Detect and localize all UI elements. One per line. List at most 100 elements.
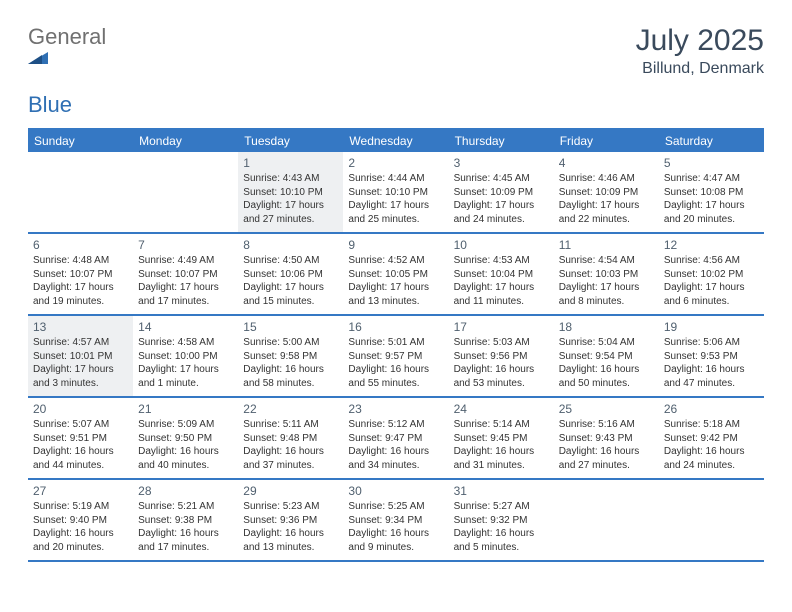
calendar-day-cell: 2Sunrise: 4:44 AMSunset: 10:10 PMDayligh… — [343, 152, 448, 232]
day-number: 25 — [559, 402, 654, 416]
calendar-day-cell: 25 Sunrise: 5:16 AMSunset: 9:43 PMDayligh… — [554, 398, 659, 478]
day-details: Sunrise: 4:53 AMSunset: 10:04 PMDaylight… — [454, 254, 549, 308]
calendar-week-row: 20Sunrise: 5:07 AMSunset: 9:51 PMDayligh… — [28, 398, 764, 480]
calendar-day-cell: 5 Sunrise: 4:47 AMSunset: 10:08 PMDayligh… — [659, 152, 764, 232]
day-number: 22 — [243, 402, 338, 416]
weekday-header: Saturday — [659, 130, 764, 152]
day-details: Sunrise: 4:50 AMSunset: 10:06 PMDaylight… — [243, 254, 338, 308]
calendar-day-cell: 11Sunrise: 4:54 AMSunset: 10:03 PMDaylig… — [554, 234, 659, 314]
header: General Blue July 2025 Billund, Denmark — [28, 24, 764, 118]
day-details: Sunrise: 4:57 AMSunset: 10:01 PMDaylight… — [33, 336, 128, 390]
weekday-header: Friday — [554, 130, 659, 152]
day-details: Sunrise: 4:44 AMSunset: 10:10 PMDaylight… — [348, 172, 443, 226]
calendar-week-row: 1 Sunrise: 4:43 AMSunset: 10:10 PMDayligh… — [28, 152, 764, 234]
calendar-day-cell: 3 Sunrise: 4:45 AMSunset: 10:09 PMDayligh… — [449, 152, 554, 232]
calendar-day-cell: 29 Sunrise: 5:23 AMSunset: 9:36 PMDayligh… — [238, 480, 343, 560]
day-details: Sunrise: 4:43 AMSunset: 10:10 PMDaylight… — [243, 172, 338, 226]
location-label: Billund, Denmark — [636, 60, 764, 78]
calendar-day-cell — [133, 152, 238, 232]
calendar-day-cell: 9 Sunrise: 4:52 AMSunset: 10:05 PMDayligh… — [343, 234, 448, 314]
day-details: Sunrise: 5:16 AMSunset: 9:43 PMDaylight:… — [559, 418, 654, 472]
brand-word1: General — [28, 24, 106, 49]
calendar-grid: SundayMondayTuesdayWednesdayThursdayFrid… — [28, 128, 764, 562]
day-number: 16 — [348, 320, 443, 334]
day-number: 31 — [454, 484, 549, 498]
day-details: Sunrise: 5:18 AMSunset: 9:42 PMDaylight:… — [664, 418, 759, 472]
brand-wordmark: General Blue — [28, 24, 106, 118]
calendar-day-cell: 27 Sunrise: 5:19 AMSunset: 9:40 PMDayligh… — [28, 480, 133, 560]
calendar-day-cell: 15 Sunrise: 5:00 AMSunset: 9:58 PMDayligh… — [238, 316, 343, 396]
calendar-day-cell: 26 Sunrise: 5:18 AMSunset: 9:42 PMDayligh… — [659, 398, 764, 478]
day-details: Sunrise: 4:48 AMSunset: 10:07 PMDaylight… — [33, 254, 128, 308]
calendar-day-cell — [659, 480, 764, 560]
weekday-header: Sunday — [28, 130, 133, 152]
day-details: Sunrise: 5:09 AMSunset: 9:50 PMDaylight:… — [138, 418, 233, 472]
calendar-day-cell: 1 Sunrise: 4:43 AMSunset: 10:10 PMDayligh… — [238, 152, 343, 232]
day-number: 14 — [138, 320, 233, 334]
day-details: Sunrise: 4:54 AMSunset: 10:03 PMDaylight… — [559, 254, 654, 308]
calendar-week-row: 27 Sunrise: 5:19 AMSunset: 9:40 PMDayligh… — [28, 480, 764, 562]
day-number: 19 — [664, 320, 759, 334]
day-number: 28 — [138, 484, 233, 498]
calendar-page: General Blue July 2025 Billund, Denmark S… — [0, 0, 792, 586]
brand-word2: Blue — [28, 92, 72, 117]
day-number: 24 — [454, 402, 549, 416]
day-number: 8 — [243, 238, 338, 252]
day-number: 3 — [454, 156, 549, 170]
calendar-day-cell: 30Sunrise: 5:25 AMSunset: 9:34 PMDayligh… — [343, 480, 448, 560]
day-number: 1 — [243, 156, 338, 170]
day-number: 7 — [138, 238, 233, 252]
calendar-day-cell: 28 Sunrise: 5:21 AMSunset: 9:38 PMDayligh… — [133, 480, 238, 560]
day-number: 20 — [33, 402, 128, 416]
day-details: Sunrise: 4:46 AMSunset: 10:09 PMDaylight… — [559, 172, 654, 226]
day-details: Sunrise: 5:06 AMSunset: 9:53 PMDaylight:… — [664, 336, 759, 390]
brand-logo: General Blue — [28, 24, 106, 118]
calendar-week-row: 13 Sunrise: 4:57 AMSunset: 10:01 PMDaylig… — [28, 316, 764, 398]
calendar-day-cell: 21Sunrise: 5:09 AMSunset: 9:50 PMDayligh… — [133, 398, 238, 478]
day-details: Sunrise: 5:21 AMSunset: 9:38 PMDaylight:… — [138, 500, 233, 554]
day-number: 10 — [454, 238, 549, 252]
weekday-header: Monday — [133, 130, 238, 152]
calendar-day-cell: 8 Sunrise: 4:50 AMSunset: 10:06 PMDayligh… — [238, 234, 343, 314]
brand-mark-icon — [28, 50, 106, 66]
day-details: Sunrise: 4:45 AMSunset: 10:09 PMDaylight… — [454, 172, 549, 226]
day-number: 23 — [348, 402, 443, 416]
day-number: 4 — [559, 156, 654, 170]
day-number: 5 — [664, 156, 759, 170]
calendar-day-cell: 16 Sunrise: 5:01 AMSunset: 9:57 PMDayligh… — [343, 316, 448, 396]
day-number: 26 — [664, 402, 759, 416]
day-details: Sunrise: 4:49 AMSunset: 10:07 PMDaylight… — [138, 254, 233, 308]
day-number: 13 — [33, 320, 128, 334]
day-details: Sunrise: 5:01 AMSunset: 9:57 PMDaylight:… — [348, 336, 443, 390]
weekday-header-row: SundayMondayTuesdayWednesdayThursdayFrid… — [28, 130, 764, 152]
calendar-day-cell: 14Sunrise: 4:58 AMSunset: 10:00 PMDaylig… — [133, 316, 238, 396]
day-details: Sunrise: 4:52 AMSunset: 10:05 PMDaylight… — [348, 254, 443, 308]
day-details: Sunrise: 5:23 AMSunset: 9:36 PMDaylight:… — [243, 500, 338, 554]
day-details: Sunrise: 4:47 AMSunset: 10:08 PMDaylight… — [664, 172, 759, 226]
day-number: 15 — [243, 320, 338, 334]
day-number: 9 — [348, 238, 443, 252]
calendar-day-cell: 4 Sunrise: 4:46 AMSunset: 10:09 PMDayligh… — [554, 152, 659, 232]
day-number: 17 — [454, 320, 549, 334]
weekday-header: Wednesday — [343, 130, 448, 152]
weekday-header: Tuesday — [238, 130, 343, 152]
day-number: 29 — [243, 484, 338, 498]
calendar-day-cell: 31Sunrise: 5:27 AMSunset: 9:32 PMDayligh… — [449, 480, 554, 560]
day-number: 27 — [33, 484, 128, 498]
day-details: Sunrise: 4:56 AMSunset: 10:02 PMDaylight… — [664, 254, 759, 308]
day-details: Sunrise: 5:12 AMSunset: 9:47 PMDaylight:… — [348, 418, 443, 472]
day-number: 18 — [559, 320, 654, 334]
day-details: Sunrise: 5:11 AMSunset: 9:48 PMDaylight:… — [243, 418, 338, 472]
title-block: July 2025 Billund, Denmark — [636, 24, 764, 78]
calendar-day-cell: 7 Sunrise: 4:49 AMSunset: 10:07 PMDayligh… — [133, 234, 238, 314]
day-details: Sunrise: 5:19 AMSunset: 9:40 PMDaylight:… — [33, 500, 128, 554]
day-details: Sunrise: 5:00 AMSunset: 9:58 PMDaylight:… — [243, 336, 338, 390]
calendar-day-cell: 24Sunrise: 5:14 AMSunset: 9:45 PMDayligh… — [449, 398, 554, 478]
calendar-day-cell — [28, 152, 133, 232]
calendar-day-cell: 10 Sunrise: 4:53 AMSunset: 10:04 PMDaylig… — [449, 234, 554, 314]
month-title: July 2025 — [636, 24, 764, 58]
calendar-week-row: 6Sunrise: 4:48 AMSunset: 10:07 PMDayligh… — [28, 234, 764, 316]
calendar-day-cell: 6Sunrise: 4:48 AMSunset: 10:07 PMDayligh… — [28, 234, 133, 314]
calendar-day-cell: 12Sunrise: 4:56 AMSunset: 10:02 PMDaylig… — [659, 234, 764, 314]
calendar-day-cell: 23 Sunrise: 5:12 AMSunset: 9:47 PMDayligh… — [343, 398, 448, 478]
